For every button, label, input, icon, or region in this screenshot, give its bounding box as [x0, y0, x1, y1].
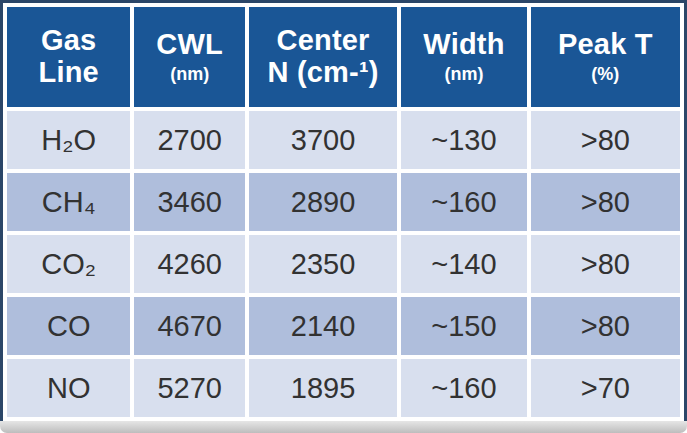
header-cwl-unit: (nm)	[170, 65, 209, 85]
header-width: Width (nm)	[401, 7, 526, 107]
table-cell: >80	[531, 235, 680, 293]
table-cell: 2140	[249, 297, 397, 355]
header-peak-t-label: Peak T	[558, 29, 653, 61]
table-cell: >70	[531, 359, 680, 417]
table-cell: CO₂	[7, 235, 130, 293]
table-cell: NO	[7, 359, 130, 417]
table-frame: Gas Line CWL (nm) Center N (cm-¹) Width …	[0, 0, 687, 421]
header-center-n-line2: N (cm-¹)	[268, 57, 379, 89]
table: Gas Line CWL (nm) Center N (cm-¹) Width …	[7, 7, 680, 417]
header-peak-t: Peak T (%)	[531, 7, 680, 107]
header-center-n-line1: Center	[277, 25, 370, 57]
table-cell: 5270	[134, 359, 245, 417]
table-cell: 4670	[134, 297, 245, 355]
table-cell: 2350	[249, 235, 397, 293]
gas-line-filter-table-figure: Gas Line CWL (nm) Center N (cm-¹) Width …	[0, 0, 687, 433]
table-cell: ~130	[401, 111, 526, 169]
table-cell: 3460	[134, 173, 245, 231]
table-cell: 2890	[249, 173, 397, 231]
table-cell: >80	[531, 173, 680, 231]
table-cell: 4260	[134, 235, 245, 293]
table-cell: ~140	[401, 235, 526, 293]
header-gas-line-line1: Gas	[41, 25, 96, 57]
header-width-label: Width	[423, 29, 504, 61]
header-peak-t-unit: (%)	[591, 65, 619, 85]
table-cell: >80	[531, 111, 680, 169]
table-cell: 3700	[249, 111, 397, 169]
header-cwl-label: CWL	[156, 29, 223, 61]
table-cell: CH₄	[7, 173, 130, 231]
table-cell: ~150	[401, 297, 526, 355]
header-gas-line-line2: Line	[39, 57, 99, 89]
table-cell: 2700	[134, 111, 245, 169]
table-cell: 1895	[249, 359, 397, 417]
table-cell: ~160	[401, 359, 526, 417]
header-cwl: CWL (nm)	[134, 7, 245, 107]
table-cell: CO	[7, 297, 130, 355]
header-gas-line: Gas Line	[7, 7, 130, 107]
table-cell: ~160	[401, 173, 526, 231]
header-width-unit: (nm)	[444, 65, 483, 85]
table-shadow	[0, 421, 687, 433]
table-cell: H₂O	[7, 111, 130, 169]
header-center-n: Center N (cm-¹)	[249, 7, 397, 107]
table-cell: >80	[531, 297, 680, 355]
